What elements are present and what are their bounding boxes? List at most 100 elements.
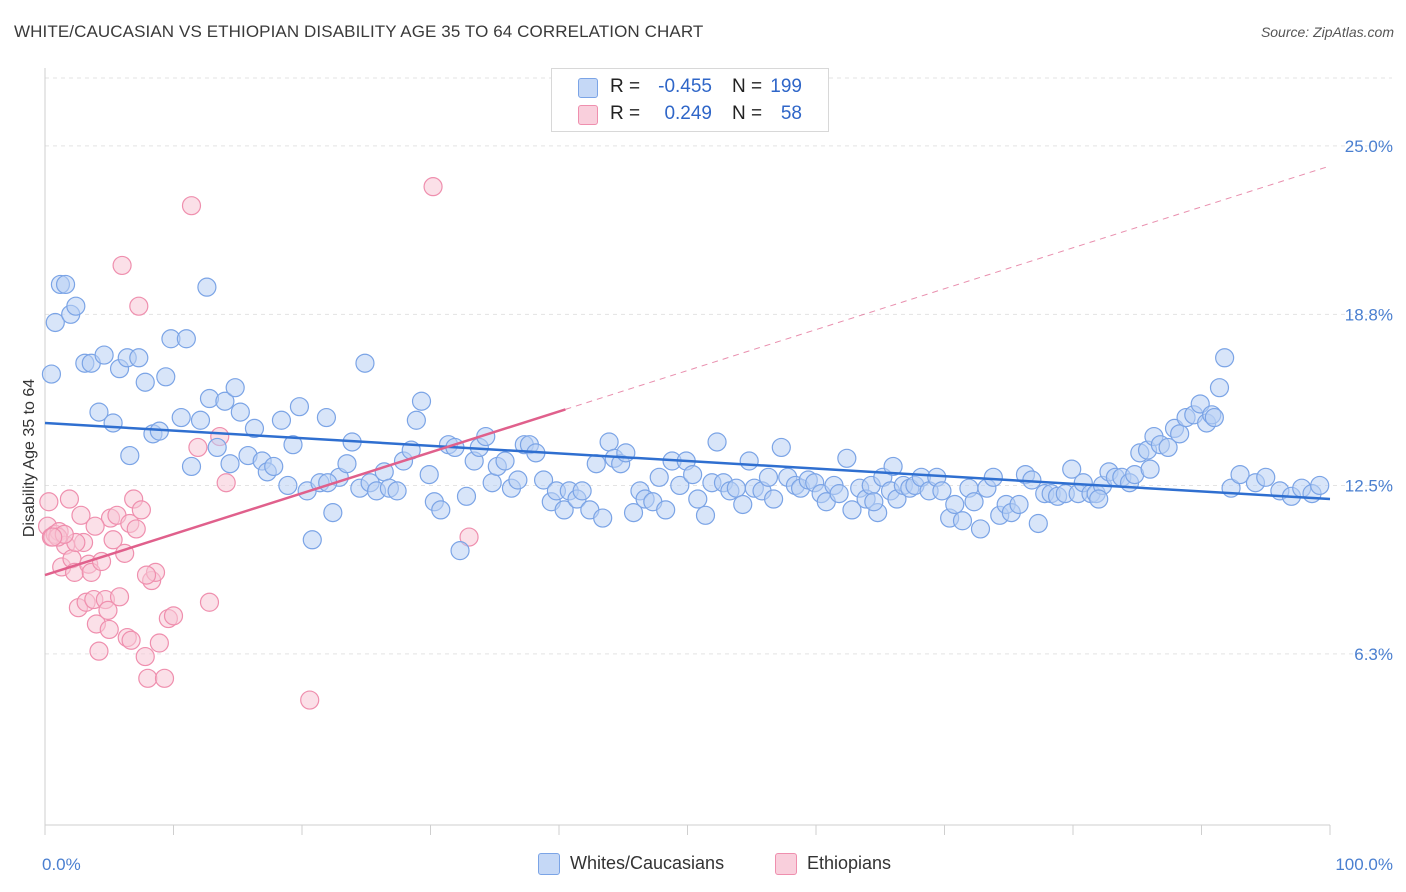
white-point (964, 492, 984, 512)
white-point (932, 481, 952, 501)
x-tick-labels: 0.0% 100.0% (42, 855, 1393, 874)
white-point (695, 505, 716, 525)
white-point (829, 484, 849, 504)
ethiopian-point (188, 437, 208, 458)
ethiopian-point (163, 606, 184, 626)
y-tick-label: 6.3% (1354, 645, 1393, 664)
white-point (45, 312, 65, 333)
ethiopian-point (121, 630, 141, 650)
white-point (230, 402, 250, 422)
legend-r-label: R = (610, 103, 641, 124)
white-point (431, 500, 451, 520)
white-point (733, 494, 753, 515)
white-point (190, 410, 211, 430)
white-point (726, 478, 746, 498)
legend-n-value: 199 (770, 76, 802, 97)
ethiopian-point (89, 641, 109, 661)
white-point (207, 437, 227, 458)
white-point (1028, 513, 1048, 534)
ethiopian-point (136, 565, 157, 585)
white-point (1230, 464, 1250, 485)
white-point (945, 494, 965, 515)
ethiopians-trend-extension (565, 165, 1331, 410)
ethiopian-point (459, 527, 479, 547)
legend-row-ethiopians: R = 0.249 N = 58 (552, 101, 828, 127)
ethiopian-point (71, 505, 91, 525)
white-point (1204, 407, 1224, 428)
legend-swatch-whites (578, 78, 598, 98)
white-point (572, 481, 592, 501)
legend-r-value: -0.455 (658, 76, 712, 97)
gridlines (45, 77, 1392, 655)
white-point (456, 486, 477, 506)
white-point (181, 456, 202, 477)
ethiopian-point (99, 619, 119, 640)
source-credit: Source: ZipAtlas.com (1260, 24, 1394, 40)
ethiopian-point (149, 633, 169, 653)
trend-lines (44, 165, 1331, 577)
bottom-legend-swatch-ethiopians (775, 853, 797, 875)
ethiopian-point (199, 592, 220, 612)
white-point (1089, 489, 1109, 509)
chart-title: WHITE/CAUCASIAN VS ETHIOPIAN DISABILITY … (14, 22, 704, 41)
ethiopian-point (138, 668, 158, 688)
legend-swatch-ethiopians (578, 105, 598, 125)
ethiopian-point (112, 255, 132, 276)
white-point (593, 508, 613, 528)
white-point (771, 437, 791, 458)
white-point (623, 503, 644, 523)
white-point (1062, 459, 1082, 479)
white-point (1170, 424, 1190, 444)
white-point (533, 470, 554, 490)
y-tick-label: 12.5% (1345, 476, 1393, 495)
whites-points (41, 274, 1330, 561)
white-point (278, 475, 298, 496)
white-point (842, 500, 862, 520)
white-point (1256, 467, 1276, 487)
white-point (271, 410, 292, 430)
y-tick-labels: 6.3% 12.5% 18.8% 25.0% (1345, 137, 1393, 664)
white-point (171, 407, 191, 428)
white-point (289, 397, 310, 417)
white-point (244, 418, 265, 439)
white-point (688, 489, 708, 509)
legend-r-value: 0.249 (664, 103, 712, 124)
white-point (758, 467, 779, 487)
white-point (482, 473, 502, 493)
stats-legend: R = -0.455 N = 199 R = 0.249 N = 58 (551, 68, 829, 132)
white-point (302, 530, 322, 550)
white-point (656, 500, 676, 520)
ethiopian-point (126, 519, 146, 539)
white-point (66, 296, 86, 316)
white-point (41, 364, 62, 384)
white-point (508, 470, 528, 490)
white-point (103, 413, 123, 433)
ethiopian-point (300, 690, 320, 710)
ethiopian-point (91, 551, 112, 572)
white-point (220, 454, 240, 474)
x-tick-label-start: 0.0% (42, 855, 81, 874)
white-point (683, 464, 703, 485)
white-point (283, 435, 303, 455)
legend-n-value: 58 (780, 103, 802, 124)
y-tick-label: 25.0% (1345, 137, 1393, 156)
white-point (649, 467, 669, 487)
legend-r-label: R = (610, 76, 641, 97)
legend-n-label: N = (732, 103, 763, 124)
bottom-legend-label-whites: Whites/Caucasians (570, 853, 725, 873)
white-point (450, 541, 470, 561)
white-point (225, 378, 245, 398)
white-point (495, 451, 515, 471)
axes (44, 68, 1331, 835)
ethiopian-point (135, 646, 155, 667)
white-point (864, 492, 884, 512)
ethiopian-point (59, 489, 80, 509)
white-point (55, 274, 76, 295)
y-tick-label: 18.8% (1345, 305, 1393, 324)
white-point (1009, 494, 1029, 515)
ethiopian-point (216, 473, 236, 493)
white-point (337, 454, 357, 474)
white-point (323, 503, 343, 523)
bottom-legend-swatch-whites (538, 853, 560, 875)
